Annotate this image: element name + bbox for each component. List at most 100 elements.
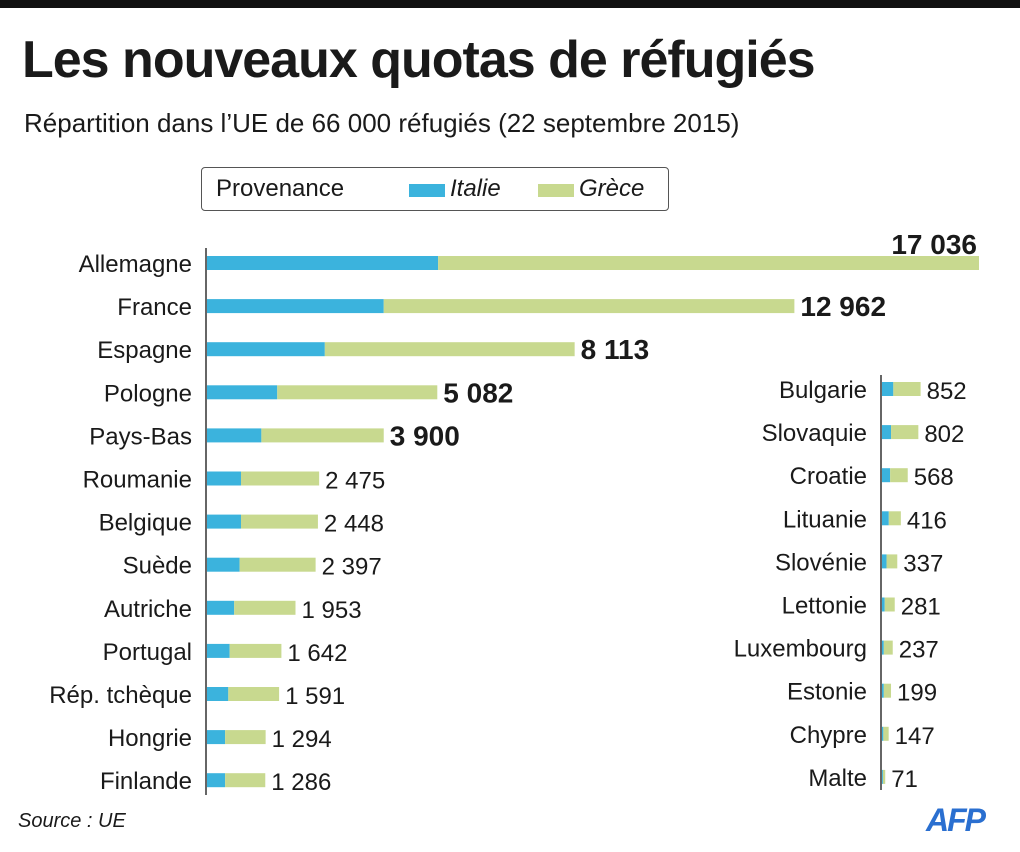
legend-swatch-italy [409, 184, 445, 197]
bar-italy [207, 428, 262, 443]
category-label: Lettonie [782, 593, 867, 620]
category-label: Bulgarie [779, 377, 867, 404]
data-label: 1 591 [285, 683, 345, 710]
category-label: Finlande [100, 768, 192, 795]
category-label: Autriche [104, 596, 192, 623]
bar-italy [207, 773, 226, 788]
bar-greece [893, 382, 921, 396]
category-label: Hongrie [108, 725, 192, 752]
bar-greece [225, 773, 266, 788]
bar-greece [883, 726, 889, 741]
bar-italy [882, 382, 894, 396]
category-label: Espagne [97, 337, 192, 364]
bar-greece [261, 428, 384, 443]
bar-italy [207, 687, 229, 701]
data-label: 852 [927, 378, 967, 405]
data-label: 8 113 [581, 334, 650, 365]
data-label: 2 475 [325, 468, 385, 495]
bar-italy [882, 640, 884, 655]
bar-greece [884, 597, 895, 612]
data-label: 568 [914, 464, 954, 491]
legend-label-italy: Italie [450, 175, 501, 202]
chart-subtitle: Répartition dans l’UE de 66 000 réfugiés… [24, 108, 740, 138]
data-label: 802 [924, 421, 964, 448]
category-label: Luxembourg [734, 636, 867, 663]
bar-greece [886, 554, 898, 569]
bar-greece [882, 769, 886, 784]
data-label: 17 036 [891, 229, 977, 260]
category-label: Allemagne [79, 251, 192, 278]
data-label: 1 642 [287, 640, 347, 667]
category-label: Chypre [790, 722, 867, 749]
bar-italy [882, 769, 883, 784]
bar-greece [383, 299, 795, 314]
category-label: Estonie [787, 679, 867, 706]
legend-label-greece: Grèce [579, 175, 645, 202]
legend-title: Provenance [216, 175, 345, 202]
bar-greece [240, 514, 318, 529]
bar-italy [207, 471, 241, 486]
bar-italy [207, 600, 235, 615]
bar-greece [438, 256, 979, 270]
category-label: Malte [808, 765, 867, 792]
bar-italy [207, 730, 226, 745]
data-label: 3 900 [390, 420, 460, 451]
bar-italy [207, 643, 230, 658]
bar-italy [207, 514, 241, 529]
bar-greece [883, 683, 892, 698]
legend-swatch-greece [538, 184, 574, 197]
category-label: Lituanie [783, 506, 867, 533]
data-label: 5 082 [443, 377, 513, 408]
category-label: Portugal [103, 639, 192, 666]
category-label: Slovénie [775, 549, 867, 576]
data-label: 1 953 [302, 597, 362, 624]
data-label: 2 448 [324, 511, 384, 538]
top-rule [0, 0, 1020, 8]
category-label: Rép. tchèque [49, 682, 192, 709]
data-label: 1 294 [272, 726, 332, 753]
source-note: Source : UE [18, 810, 126, 832]
bar-italy [882, 468, 891, 483]
bar-italy [882, 511, 889, 526]
legend: Provenance Italie Grèce [201, 167, 669, 211]
data-label: 237 [899, 637, 939, 664]
chart-title: Les nouveaux quotas de réfugiés [22, 31, 816, 89]
bar-italy [882, 554, 887, 569]
bar-greece [229, 643, 282, 658]
bar-greece [225, 730, 266, 745]
category-label: France [117, 294, 192, 321]
category-label: Pologne [104, 380, 192, 407]
bar-greece [890, 468, 908, 483]
bar-italy [882, 683, 884, 698]
data-label: 1 286 [271, 769, 331, 796]
bar-italy [882, 726, 884, 741]
data-label: 416 [907, 507, 947, 534]
bar-italy [207, 299, 384, 314]
bar-greece [891, 425, 919, 440]
category-label: Croatie [790, 463, 867, 490]
bar-italy [207, 256, 439, 270]
category-label: Suède [123, 553, 192, 580]
bar-greece [228, 687, 280, 701]
data-label: 71 [891, 766, 918, 793]
afp-logo: AFP [926, 802, 986, 838]
data-label: 337 [903, 550, 943, 577]
bar-greece [240, 471, 320, 486]
data-label: 2 397 [322, 554, 382, 581]
bar-italy [207, 557, 240, 572]
bar-italy [207, 385, 278, 400]
bar-greece [239, 557, 316, 572]
bar-greece [324, 342, 575, 357]
bar-italy [207, 342, 325, 357]
bar-greece [277, 385, 438, 400]
bar-italy [882, 425, 892, 440]
bar-greece [888, 511, 901, 526]
category-label: Pays-Bas [89, 423, 192, 450]
data-label: 12 962 [800, 291, 886, 322]
bar-greece [234, 600, 296, 615]
bar-greece [883, 640, 893, 655]
data-label: 199 [897, 680, 937, 707]
category-label: Belgique [99, 510, 192, 537]
data-label: 281 [901, 594, 941, 621]
